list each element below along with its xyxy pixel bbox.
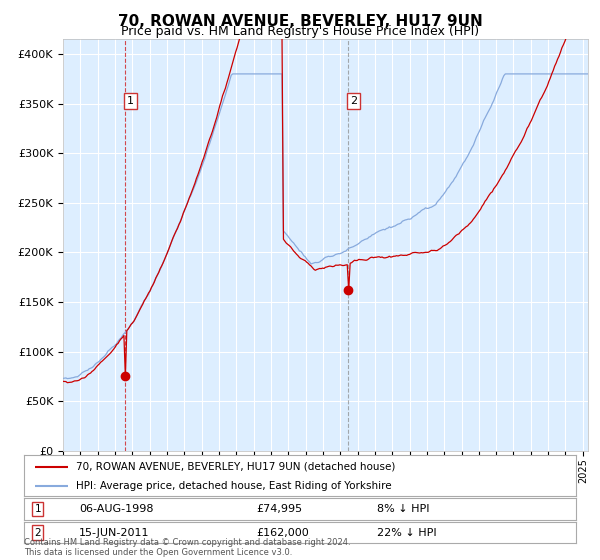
- Text: 8% ↓ HPI: 8% ↓ HPI: [377, 504, 430, 514]
- Text: 06-AUG-1998: 06-AUG-1998: [79, 504, 154, 514]
- Text: HPI: Average price, detached house, East Riding of Yorkshire: HPI: Average price, detached house, East…: [76, 480, 392, 491]
- Text: Contains HM Land Registry data © Crown copyright and database right 2024.
This d: Contains HM Land Registry data © Crown c…: [24, 538, 350, 557]
- Text: £74,995: £74,995: [256, 504, 302, 514]
- Text: £162,000: £162,000: [256, 528, 308, 538]
- Text: 70, ROWAN AVENUE, BEVERLEY, HU17 9UN: 70, ROWAN AVENUE, BEVERLEY, HU17 9UN: [118, 14, 482, 29]
- Text: 22% ↓ HPI: 22% ↓ HPI: [377, 528, 437, 538]
- Text: Price paid vs. HM Land Registry's House Price Index (HPI): Price paid vs. HM Land Registry's House …: [121, 25, 479, 38]
- Text: 2: 2: [350, 96, 357, 106]
- Text: 70, ROWAN AVENUE, BEVERLEY, HU17 9UN (detached house): 70, ROWAN AVENUE, BEVERLEY, HU17 9UN (de…: [76, 461, 396, 472]
- Text: 15-JUN-2011: 15-JUN-2011: [79, 528, 150, 538]
- Text: 1: 1: [127, 96, 134, 106]
- Text: 1: 1: [34, 504, 41, 514]
- Text: 2: 2: [34, 528, 41, 538]
